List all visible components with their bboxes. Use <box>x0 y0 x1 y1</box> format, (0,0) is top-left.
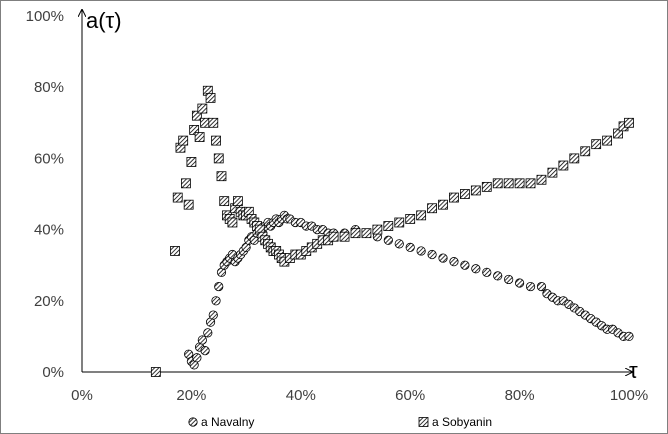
navalny-point <box>460 260 470 270</box>
sobyanin-point <box>569 153 580 164</box>
sobyanin-point <box>514 178 525 189</box>
sobyanin-point <box>339 231 350 242</box>
y-tick-label: 80% <box>34 79 64 96</box>
y-tick-label: 0% <box>42 364 64 381</box>
sobyanin-point <box>591 139 602 150</box>
sobyanin-point <box>232 196 243 207</box>
navalny-point <box>438 253 448 263</box>
sobyanin-point <box>208 117 219 128</box>
x-tick-label: 100% <box>610 387 648 404</box>
sobyanin-point <box>170 246 180 256</box>
legend-marker-navalny <box>188 417 198 427</box>
x-tick-label: 0% <box>71 387 93 404</box>
sobyanin-point <box>372 224 383 235</box>
sobyanin-point <box>602 135 613 146</box>
sobyanin-point <box>183 199 194 210</box>
sobyanin-point <box>227 217 238 228</box>
sobyanin-point <box>481 181 492 192</box>
legend-marker-sobyanin <box>418 417 429 427</box>
sobyanin-point <box>613 128 623 139</box>
y-tick-label: 60% <box>34 150 64 167</box>
navalny-point <box>214 281 224 292</box>
sobyanin-point <box>213 153 224 164</box>
navalny-point <box>405 242 415 252</box>
tick-group: 0% 20% 40% 60% 80% 100% 0% 20% 40% 60% 80% 100% <box>26 8 649 404</box>
sobyanin-point <box>624 117 634 128</box>
sobyanin-point <box>186 157 197 167</box>
navalny-point <box>203 328 213 338</box>
navalny-point <box>449 257 459 267</box>
sobyanin-point <box>580 146 591 157</box>
sobyanin-point <box>150 367 161 377</box>
sobyanin-point <box>503 178 514 189</box>
navalny-point <box>200 346 210 356</box>
sobyanin-point <box>536 174 547 185</box>
sobyanin-point <box>427 203 437 214</box>
sobyanin-point <box>200 117 210 128</box>
sobyanin-point <box>547 167 558 178</box>
navalny-point <box>394 239 404 249</box>
sobyanin-point <box>525 178 536 189</box>
navalny-point <box>208 310 218 320</box>
sobyanin-point <box>194 132 205 142</box>
navalny-point <box>416 246 426 256</box>
sobyanin-point <box>197 103 208 114</box>
sobyanin-point <box>205 92 216 103</box>
legend-label-navalny: a Navalny <box>201 415 254 429</box>
sobyanin-point <box>172 192 183 203</box>
sobyanin-point <box>449 192 459 203</box>
navalny-point <box>504 274 514 285</box>
x-tick-label: 60% <box>395 387 425 404</box>
sobyanin-point <box>558 160 569 171</box>
navalny-point <box>192 353 202 363</box>
sobyanin-point <box>216 171 227 182</box>
sobyanin-point <box>492 178 503 189</box>
navalny-point <box>197 335 207 345</box>
sobyanin-point <box>328 231 339 242</box>
sobyanin-point <box>361 228 372 239</box>
sobyanin-point <box>219 196 230 207</box>
sobyanin-point <box>405 214 416 224</box>
x-tick-label: 80% <box>505 387 535 404</box>
x-tick-label: 40% <box>286 387 316 404</box>
sobyanin-point <box>189 125 200 135</box>
navalny-point <box>482 267 492 277</box>
sobyanin-point <box>181 178 191 189</box>
navalny-point <box>427 249 437 260</box>
data-points <box>150 85 634 377</box>
legend: a Navalny a Sobyanin <box>188 415 492 429</box>
y-tick-label: 20% <box>34 293 64 310</box>
y-axis-label: a(τ) <box>86 8 122 33</box>
navalny-point <box>624 331 634 341</box>
navalny-point <box>383 235 393 245</box>
navalny-point <box>536 281 547 292</box>
sobyanin-point <box>416 210 427 221</box>
navalny-point <box>514 278 525 288</box>
sobyanin-point <box>394 217 405 228</box>
sobyanin-point <box>178 135 189 146</box>
x-tick-label: 20% <box>176 387 206 404</box>
sobyanin-point <box>459 189 470 199</box>
sobyanin-point <box>191 110 202 121</box>
x-axis-label: τ <box>629 358 638 383</box>
sobyanin-point <box>211 135 221 146</box>
navalny-point <box>211 296 221 306</box>
sobyanin-point <box>383 221 394 231</box>
sobyanin-point <box>350 228 361 239</box>
sobyanin-point <box>470 185 481 196</box>
navalny-point <box>525 281 536 292</box>
y-tick-label: 100% <box>26 8 64 25</box>
y-tick-label: 40% <box>34 222 64 239</box>
sobyanin-point <box>438 199 448 210</box>
navalny-point <box>493 271 503 281</box>
legend-label-sobyanin: a Sobyanin <box>432 415 492 429</box>
navalny-point <box>471 264 481 274</box>
